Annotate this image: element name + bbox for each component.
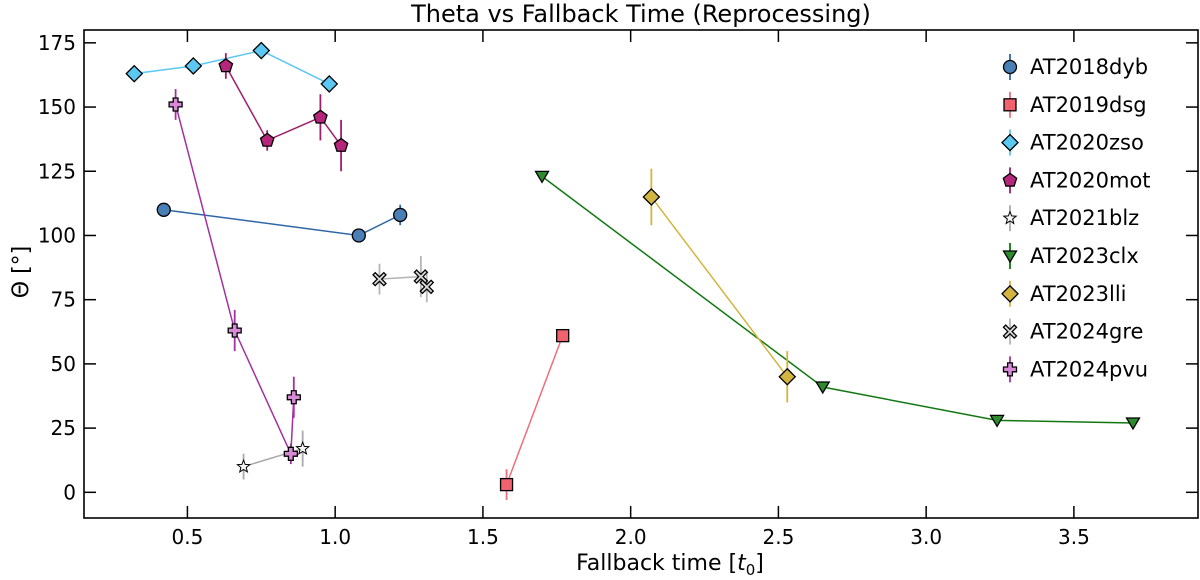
x-axis-title-main: Fallback time [ xyxy=(576,551,737,576)
data-point xyxy=(320,75,339,93)
legend-marker xyxy=(1001,133,1019,152)
data-point xyxy=(413,269,429,284)
y-tick-label: 175 xyxy=(38,31,76,55)
data-point xyxy=(333,137,349,152)
series-line xyxy=(650,196,788,378)
series-line-group xyxy=(505,335,564,485)
data-point xyxy=(989,414,1005,428)
axes-layer: 0.5 1.0 1.5 2.0 2.5 3.0 3.5 0 25 50 75 100 125 150 175 xyxy=(38,31,1090,549)
x-axis-title-end: ] xyxy=(755,551,764,576)
frame-layer xyxy=(83,29,1199,519)
legend-marker xyxy=(1002,172,1018,187)
data-point xyxy=(295,440,311,456)
legend-marker xyxy=(1002,210,1018,225)
markers-layer xyxy=(125,41,1141,492)
data-point xyxy=(227,323,242,338)
data-point xyxy=(156,202,171,217)
y-tick-label: 150 xyxy=(38,95,76,119)
legend-label: AT2024gre xyxy=(1030,320,1143,344)
legend-item: AT2021blz xyxy=(1002,205,1139,232)
x-tick-label: 3.5 xyxy=(1058,525,1090,549)
plot-frame xyxy=(83,29,1199,519)
data-point xyxy=(236,458,252,474)
data-point xyxy=(815,381,831,395)
data-point xyxy=(125,64,144,83)
data-point xyxy=(312,109,328,124)
legend-label: AT2020mot xyxy=(1030,168,1151,192)
x-axis-title: Fallback time [t0] xyxy=(576,551,764,579)
series-line xyxy=(174,104,295,455)
error-bars-layer xyxy=(133,47,1134,501)
legend-label: AT2023clx xyxy=(1030,244,1139,268)
series-line-group xyxy=(225,65,342,147)
legend-label: AT2018dyb xyxy=(1030,55,1148,79)
legend-item: AT2024pvu xyxy=(1002,356,1148,383)
chart-title: Theta vs Fallback Time (Reprocessing) xyxy=(410,0,871,28)
y-tick-label: 75 xyxy=(51,288,76,312)
data-point xyxy=(283,446,298,461)
legend-marker xyxy=(1002,324,1018,340)
data-point xyxy=(259,132,275,147)
y-tick-label: 125 xyxy=(38,159,76,183)
legend-label: AT2020zso xyxy=(1030,131,1144,155)
data-point xyxy=(218,58,234,73)
series-line xyxy=(134,49,330,85)
legend-item: AT2024gre xyxy=(1002,318,1143,345)
series-line xyxy=(225,65,342,147)
legend-marker xyxy=(1001,284,1019,303)
series-line-group xyxy=(650,196,788,378)
data-point xyxy=(419,279,435,295)
data-point xyxy=(372,271,387,287)
data-point xyxy=(534,170,550,184)
data-point xyxy=(393,207,408,223)
legend-item: AT2020zso xyxy=(1001,129,1144,156)
y-axis-title: Θ [°] xyxy=(9,246,34,298)
legend-item: AT2023clx xyxy=(1002,243,1139,269)
data-point xyxy=(286,390,301,405)
data-point xyxy=(184,57,203,75)
legend-label: AT2019dsg xyxy=(1030,93,1147,117)
series-line xyxy=(505,335,564,485)
legend-marker xyxy=(1003,98,1017,112)
y-tick-label: 0 xyxy=(63,480,76,504)
y-tick-label: 100 xyxy=(38,223,76,247)
x-tick-label: 3.0 xyxy=(910,525,942,549)
legend-item: AT2019dsg xyxy=(1003,91,1147,118)
legend-label: AT2024pvu xyxy=(1030,357,1148,381)
x-tick-label: 2.0 xyxy=(615,525,647,549)
series-line-group xyxy=(541,175,1134,424)
x-tick-label: 0.5 xyxy=(172,525,204,549)
legend-item: AT2018dyb xyxy=(1002,54,1148,80)
legend-marker xyxy=(1002,59,1018,75)
data-point xyxy=(499,477,514,492)
x-axis-title-var: t xyxy=(737,551,747,576)
data-point xyxy=(778,367,797,386)
data-point xyxy=(252,41,271,60)
legend-item: AT2020mot xyxy=(1002,167,1151,194)
data-point xyxy=(168,97,183,112)
legend-item: AT2023lli xyxy=(1001,280,1127,307)
data-point xyxy=(351,228,366,243)
x-tick-label: 1.0 xyxy=(319,525,351,549)
series-line-group xyxy=(134,49,330,85)
data-point xyxy=(556,328,570,343)
y-tick-label: 25 xyxy=(51,416,76,440)
x-axis-title-sub: 0 xyxy=(746,561,756,579)
y-tick-label: 50 xyxy=(51,352,76,376)
data-point xyxy=(642,188,661,206)
data-point xyxy=(1125,417,1141,431)
legend-marker xyxy=(1002,362,1018,377)
series-line-group xyxy=(174,104,295,455)
legend-label: AT2021blz xyxy=(1030,206,1139,230)
x-tick-label: 2.5 xyxy=(762,525,794,549)
series-lines-layer xyxy=(134,49,1134,485)
legend-marker xyxy=(1002,250,1018,264)
legend: AT2018dyb AT2019dsg AT2020zso AT2020mot AT20… xyxy=(1001,54,1151,383)
series-line xyxy=(541,175,1134,424)
legend-label: AT2023lli xyxy=(1030,282,1127,306)
x-tick-label: 1.5 xyxy=(467,525,499,549)
